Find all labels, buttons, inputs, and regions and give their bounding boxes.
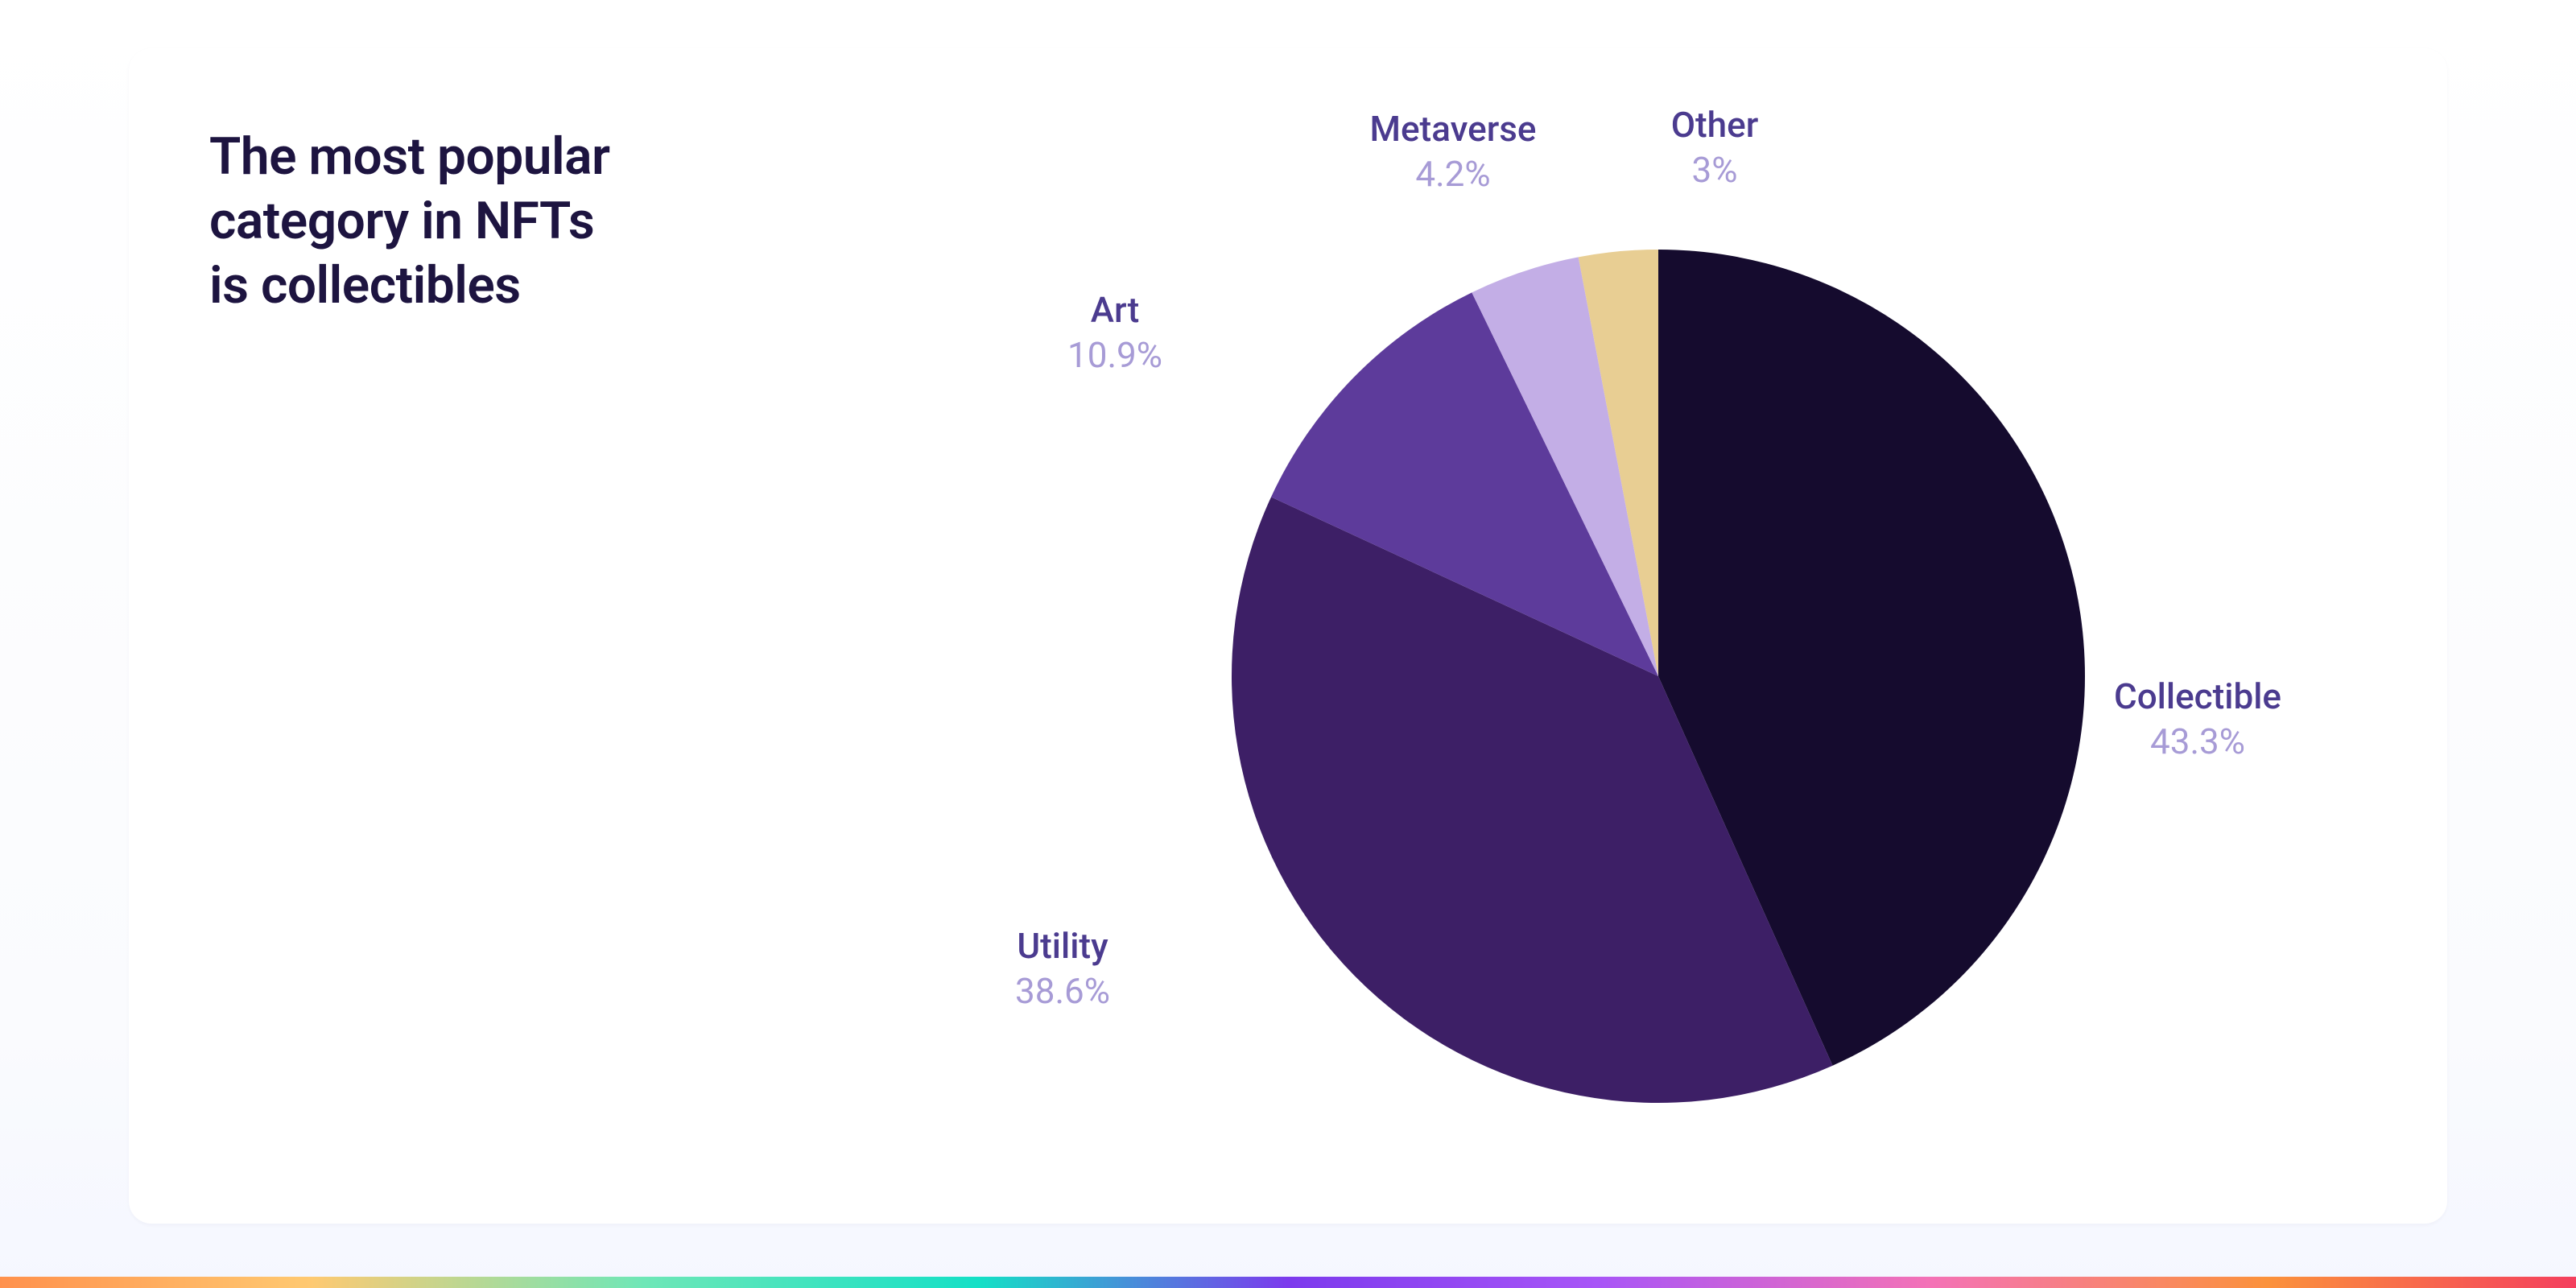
page-background: The most popularcategory in NFTsis colle… <box>0 0 2576 1288</box>
title-line: is collectibles <box>209 255 521 316</box>
rainbow-stripe <box>0 1277 2576 1288</box>
title-line: category in NFTs <box>209 191 594 251</box>
pie-chart: Collectible43.3% Utility38.6% Art10.9% Meta… <box>974 97 2343 1175</box>
pie-label-utility: Utility38.6% <box>1015 925 1110 1012</box>
title-line: The most popular <box>209 126 610 187</box>
pie-label-metaverse: Metaverse4.2% <box>1370 108 1537 195</box>
chart-card: The most popularcategory in NFTsis colle… <box>129 48 2447 1224</box>
pie-chart-svg: Collectible43.3% Utility38.6% Art10.9% Meta… <box>974 97 2343 1175</box>
pie-label-collectible: Collectible43.3% <box>2114 675 2281 762</box>
pie-label-art: Art10.9% <box>1067 289 1162 376</box>
pie-label-other: Other3% <box>1671 104 1759 191</box>
pie-slices <box>1232 250 2085 1103</box>
card-title: The most popularcategory in NFTsis colle… <box>209 125 934 318</box>
